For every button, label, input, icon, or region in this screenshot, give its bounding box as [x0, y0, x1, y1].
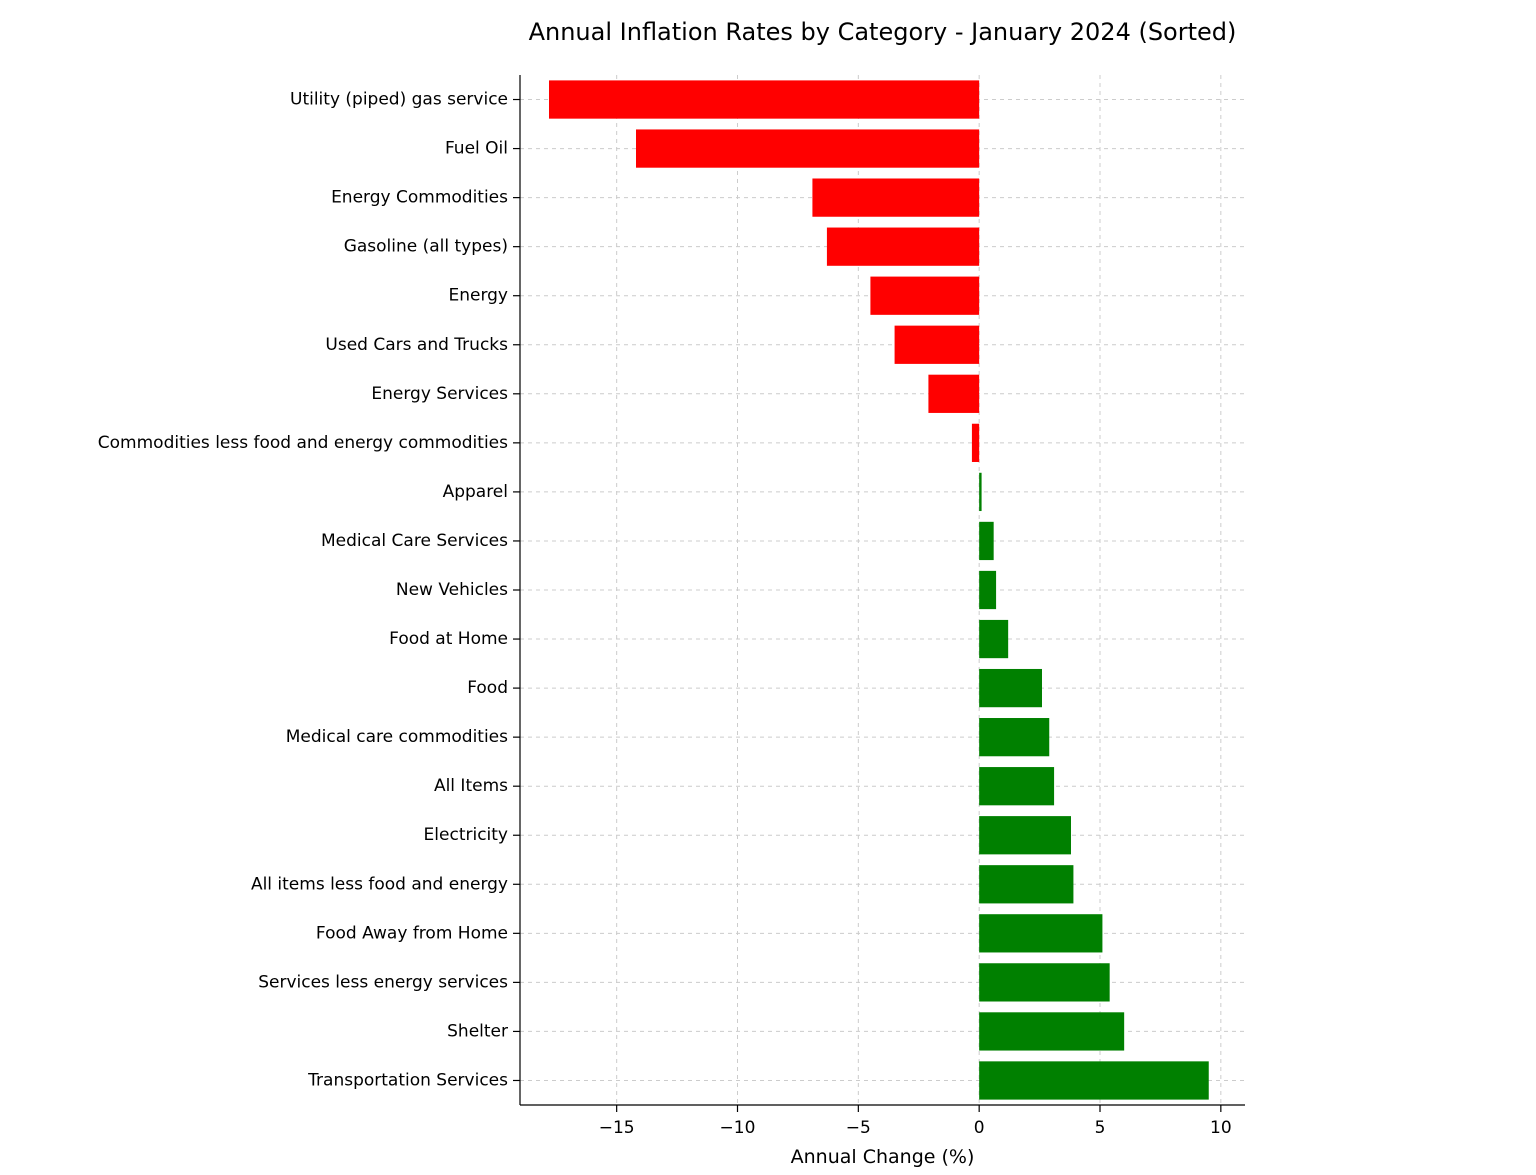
- category-label: Apparel: [443, 482, 508, 502]
- x-tick-label: 10: [1210, 1118, 1232, 1138]
- x-tick-label: −15: [599, 1118, 635, 1138]
- bar: [812, 178, 979, 216]
- bar: [549, 80, 979, 118]
- bar: [979, 571, 996, 609]
- category-label: Food at Home: [389, 629, 508, 649]
- bar: [979, 620, 1008, 658]
- category-label: Transportation Services: [307, 1070, 508, 1090]
- bar: [979, 963, 1110, 1001]
- bar: [895, 326, 980, 364]
- category-label: Food: [467, 678, 508, 698]
- category-label: Shelter: [447, 1021, 508, 1041]
- bar: [979, 767, 1054, 805]
- category-label: Fuel Oil: [445, 139, 508, 159]
- category-label: New Vehicles: [396, 580, 508, 600]
- category-label: Energy: [448, 286, 508, 306]
- x-tick-label: 5: [1095, 1118, 1106, 1138]
- category-label: Food Away from Home: [316, 923, 508, 943]
- category-label: All Items: [434, 776, 508, 796]
- bar: [979, 914, 1102, 952]
- x-tick-label: −10: [720, 1118, 756, 1138]
- category-label: Services less energy services: [258, 972, 508, 992]
- bar: [979, 718, 1049, 756]
- category-label: Energy Services: [371, 384, 508, 404]
- inflation-bar-chart: −15 −10 −5 0 5 10 Utility (piped) gas service F…: [0, 0, 1536, 1175]
- bar: [870, 277, 979, 315]
- chart-title: Annual Inflation Rates by Category - Jan…: [529, 18, 1237, 46]
- x-axis-label: Annual Change (%): [791, 1146, 975, 1168]
- category-label: Utility (piped) gas service: [290, 90, 508, 110]
- bar: [979, 1061, 1209, 1099]
- bar: [979, 473, 981, 511]
- bar: [979, 1012, 1124, 1050]
- category-label: Gasoline (all types): [344, 237, 508, 257]
- x-tick-label: −5: [846, 1118, 871, 1138]
- bar: [972, 424, 979, 462]
- category-label: Medical care commodities: [286, 727, 508, 747]
- bar: [827, 228, 979, 266]
- bar: [636, 129, 979, 167]
- bar: [979, 816, 1071, 854]
- bar: [979, 522, 994, 560]
- category-label: Medical Care Services: [321, 531, 508, 551]
- bar: [928, 375, 979, 413]
- category-label: Electricity: [424, 825, 508, 845]
- category-label: Energy Commodities: [331, 188, 508, 208]
- chart-svg: −15 −10 −5 0 5 10 Utility (piped) gas service F…: [0, 0, 1536, 1171]
- x-tick-label: 0: [974, 1118, 985, 1138]
- category-label: Commodities less food and energy commodi…: [98, 433, 508, 453]
- bar: [979, 669, 1042, 707]
- bar: [979, 865, 1073, 903]
- category-label: All items less food and energy: [251, 874, 508, 894]
- category-label: Used Cars and Trucks: [325, 335, 508, 355]
